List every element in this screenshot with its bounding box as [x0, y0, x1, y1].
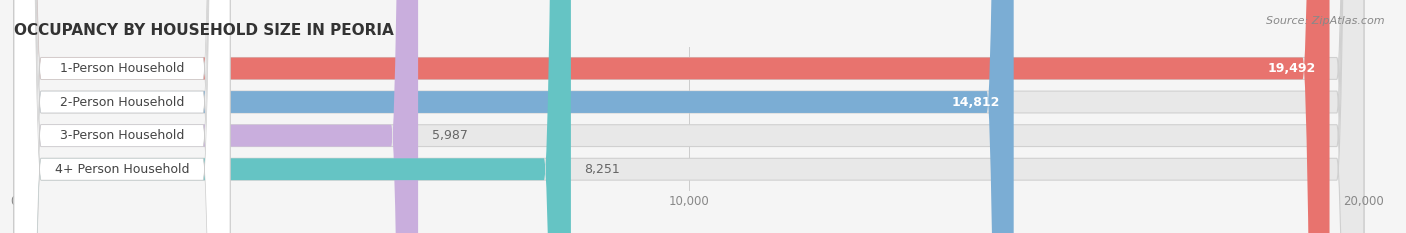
Text: 4+ Person Household: 4+ Person Household	[55, 163, 190, 176]
Text: 8,251: 8,251	[585, 163, 620, 176]
FancyBboxPatch shape	[14, 0, 1364, 233]
Text: 2-Person Household: 2-Person Household	[60, 96, 184, 109]
Text: OCCUPANCY BY HOUSEHOLD SIZE IN PEORIA: OCCUPANCY BY HOUSEHOLD SIZE IN PEORIA	[14, 24, 394, 38]
FancyBboxPatch shape	[14, 0, 231, 233]
FancyBboxPatch shape	[14, 0, 231, 233]
FancyBboxPatch shape	[14, 0, 1330, 233]
Text: Source: ZipAtlas.com: Source: ZipAtlas.com	[1267, 16, 1385, 26]
Text: 3-Person Household: 3-Person Household	[60, 129, 184, 142]
FancyBboxPatch shape	[14, 0, 231, 233]
FancyBboxPatch shape	[14, 0, 571, 233]
FancyBboxPatch shape	[14, 0, 1014, 233]
Text: 14,812: 14,812	[952, 96, 1000, 109]
Text: 5,987: 5,987	[432, 129, 467, 142]
Text: 1-Person Household: 1-Person Household	[60, 62, 184, 75]
FancyBboxPatch shape	[14, 0, 1364, 233]
Text: 19,492: 19,492	[1268, 62, 1316, 75]
FancyBboxPatch shape	[14, 0, 1364, 233]
FancyBboxPatch shape	[14, 0, 231, 233]
FancyBboxPatch shape	[14, 0, 1364, 233]
FancyBboxPatch shape	[14, 0, 418, 233]
